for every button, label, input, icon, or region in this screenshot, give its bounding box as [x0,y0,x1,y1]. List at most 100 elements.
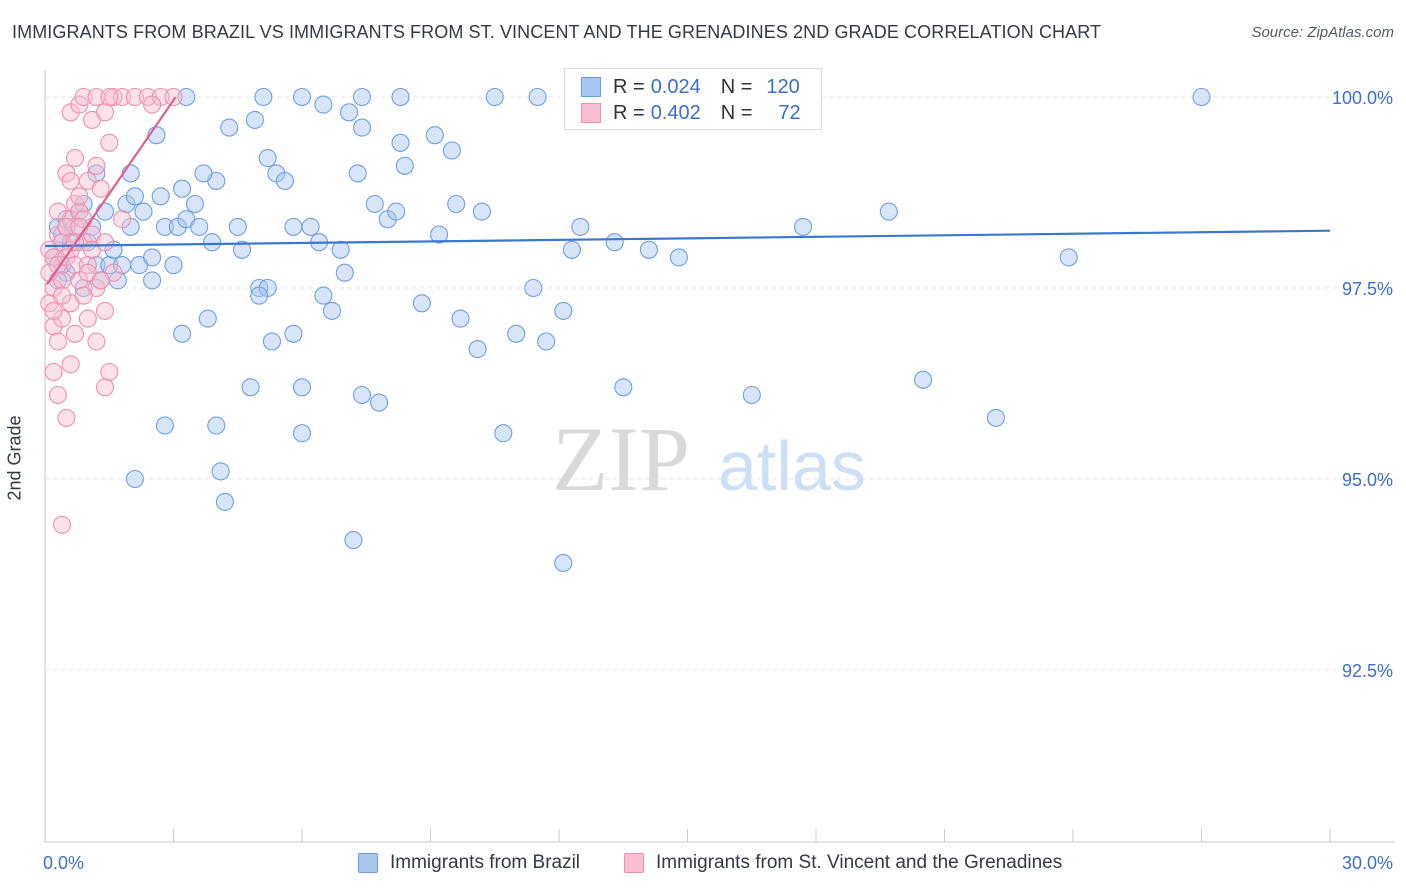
data-point[interactable] [134,202,153,221]
data-point[interactable] [451,309,470,328]
data-point[interactable] [228,217,247,236]
data-point[interactable] [352,385,372,405]
data-point[interactable] [121,164,140,183]
data-point[interactable] [125,469,144,489]
data-point[interactable] [250,286,269,305]
data-point[interactable] [241,378,260,397]
data-point[interactable] [275,171,294,191]
data-point[interactable] [155,217,174,236]
data-point[interactable] [391,87,410,107]
data-point[interactable] [143,271,162,290]
data-point[interactable] [53,515,72,534]
data-point[interactable] [44,301,63,320]
data-point[interactable] [562,240,581,259]
data-point[interactable] [143,248,162,267]
data-point[interactable] [125,87,144,107]
data-point[interactable] [571,217,590,236]
data-point[interactable] [65,324,85,343]
data-point[interactable] [53,286,72,305]
data-point[interactable] [87,156,106,175]
data-point[interactable] [91,271,110,290]
data-point[interactable] [95,202,115,221]
data-point[interactable] [125,187,144,206]
data-point[interactable] [203,233,222,252]
data-point[interactable] [211,462,230,481]
data-point[interactable] [395,156,414,175]
data-point[interactable] [1192,87,1211,107]
data-point[interactable] [100,133,119,152]
data-point[interactable] [95,301,115,320]
data-point[interactable] [554,301,573,320]
data-point[interactable] [365,194,384,214]
data-point[interactable] [78,309,97,328]
data-point[interactable] [554,553,573,573]
data-point[interactable] [986,408,1005,427]
data-point[interactable] [447,194,466,214]
data-point[interactable] [528,87,547,107]
data-point[interactable] [507,324,526,343]
data-point[interactable] [669,248,688,267]
data-point[interactable] [220,118,239,137]
data-point[interactable] [1059,248,1078,267]
data-point[interactable] [164,256,183,275]
data-point[interactable] [198,309,217,328]
data-point[interactable] [284,217,303,236]
data-point[interactable] [258,149,277,168]
data-point[interactable] [262,332,282,351]
data-point[interactable] [57,408,76,427]
data-point[interactable] [113,210,132,229]
data-point[interactable] [113,87,132,107]
data-point[interactable] [494,424,513,443]
data-point[interactable] [292,87,312,107]
data-point[interactable] [412,294,431,313]
data-point[interactable] [61,355,80,374]
data-point[interactable] [74,286,93,305]
data-point[interactable] [91,179,110,198]
data-point[interactable] [301,217,320,236]
data-point[interactable] [48,332,67,351]
data-point[interactable] [391,133,410,152]
data-point[interactable] [173,179,192,198]
data-point[interactable] [314,95,333,114]
data-point[interactable] [340,103,359,122]
data-point[interactable] [173,324,192,343]
data-point[interactable] [292,424,312,443]
data-point[interactable] [331,240,350,259]
data-point[interactable] [65,149,85,168]
data-point[interactable] [742,385,761,405]
data-point[interactable] [95,103,115,122]
data-point[interactable] [100,87,119,107]
data-point[interactable] [468,340,487,359]
data-point[interactable] [537,332,556,351]
data-point[interactable] [155,416,174,435]
data-point[interactable] [794,217,813,236]
data-point[interactable] [74,87,93,107]
data-point[interactable] [215,492,234,511]
data-point[interactable] [614,378,633,397]
data-point[interactable] [44,362,63,382]
series-legend-stvincent[interactable]: Immigrants from St. Vincent and the Gren… [624,852,1062,874]
data-point[interactable] [314,286,333,305]
data-point[interactable] [48,202,67,221]
data-point[interactable] [232,240,252,259]
data-point[interactable] [61,171,80,191]
data-point[interactable] [87,332,106,351]
data-point[interactable] [185,194,204,214]
data-point[interactable] [322,301,342,320]
data-point[interactable] [292,378,312,397]
data-point[interactable] [425,126,444,145]
data-point[interactable] [57,217,76,236]
data-point[interactable] [143,95,162,114]
data-point[interactable] [164,87,183,107]
data-point[interactable] [70,187,89,206]
data-point[interactable] [151,187,170,206]
data-point[interactable] [352,87,372,107]
data-point[interactable] [485,87,504,107]
data-point[interactable] [254,87,273,107]
data-point[interactable] [387,202,406,221]
data-point[interactable] [352,118,372,137]
data-point[interactable] [472,202,491,221]
data-point[interactable] [284,324,303,343]
data-point[interactable] [100,362,119,382]
data-point[interactable] [524,278,543,298]
